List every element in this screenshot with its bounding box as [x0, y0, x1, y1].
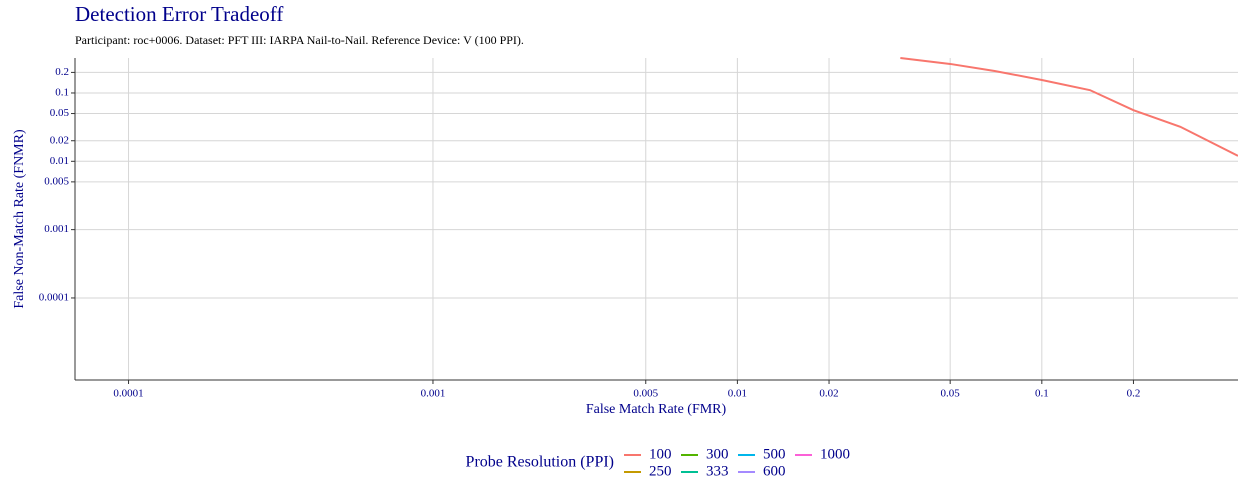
- chart-subtitle: Participant: roc+0006. Dataset: PFT III:…: [75, 33, 524, 47]
- y-tick-label: 0.05: [50, 107, 70, 119]
- y-tick-label: 0.02: [50, 134, 69, 146]
- x-tick-label: 0.01: [728, 388, 747, 400]
- y-tick-label: 0.1: [55, 87, 69, 99]
- legend-label: 100: [649, 446, 672, 462]
- x-tick-label: 0.0001: [113, 388, 143, 400]
- legend-label: 300: [706, 446, 729, 462]
- y-axis-label: False Non-Match Rate (FNMR): [12, 129, 27, 309]
- y-tick-label: 0.2: [55, 66, 69, 78]
- x-tick-label: 0.005: [633, 388, 658, 400]
- y-tick-label: 0.01: [50, 155, 69, 167]
- x-tick-label: 0.001: [421, 388, 446, 400]
- x-tick-label: 0.2: [1127, 388, 1141, 400]
- x-tick-label: 0.02: [819, 388, 838, 400]
- x-tick-label: 0.05: [941, 388, 961, 400]
- chart-title: Detection Error Tradeoff: [75, 2, 283, 26]
- data-line: [900, 57, 1238, 157]
- legend-label: 500: [763, 446, 786, 462]
- legend-label: 1000: [820, 446, 850, 462]
- x-axis-label: False Match Rate (FMR): [586, 402, 727, 417]
- legend-label: 250: [649, 463, 672, 479]
- y-tick-label: 0.005: [44, 175, 69, 187]
- y-tick-label: 0.001: [44, 223, 69, 235]
- y-tick-label: 0.0001: [39, 291, 69, 303]
- legend-title: Probe Resolution (PPI): [466, 454, 614, 471]
- legend-label: 600: [763, 463, 786, 479]
- legend-label: 333: [706, 463, 729, 479]
- x-tick-label: 0.1: [1035, 388, 1049, 400]
